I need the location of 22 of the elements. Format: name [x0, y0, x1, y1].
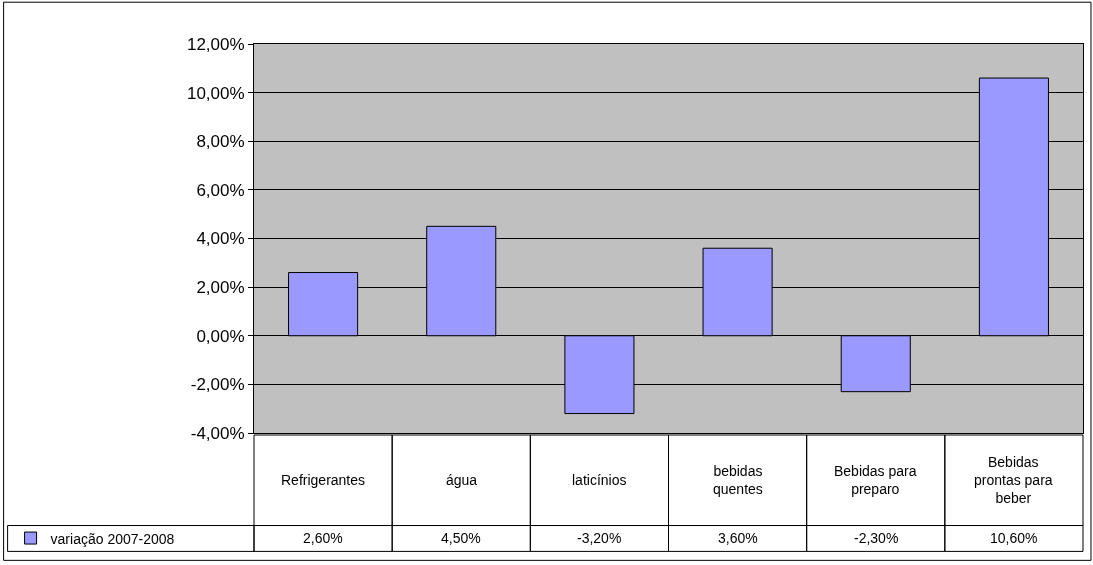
x-tick-label: laticínios — [572, 472, 627, 488]
y-tick-label: -2,00% — [190, 375, 245, 395]
x-tick-label: bebidas quentes — [713, 463, 763, 498]
legend-label: variação 2007-2008 — [50, 530, 175, 547]
y-tick-label: 2,00% — [196, 278, 245, 298]
x-tick-label: Refrigerantes — [281, 472, 366, 488]
x-tick-label: Bebidas para preparo — [834, 463, 917, 498]
data-label: 3,60% — [718, 530, 758, 546]
x-tick-label: Bebidas prontas para beber — [974, 454, 1053, 507]
data-label: 2,60% — [303, 530, 343, 546]
x-tick-label: água — [446, 472, 478, 488]
y-tick-label: 10,00% — [186, 83, 245, 103]
y-tick-label: 12,00% — [186, 34, 245, 54]
y-tick-label: 4,00% — [196, 229, 245, 249]
data-label: 4,50% — [441, 530, 481, 546]
y-tick-label: 8,00% — [196, 132, 245, 152]
y-tick-label: 6,00% — [196, 180, 245, 200]
y-tick-label: -4,00% — [190, 423, 245, 443]
y-tick-label: 0,00% — [196, 326, 245, 346]
data-label: -2,30% — [854, 530, 899, 546]
data-label: -3,20% — [577, 530, 622, 546]
data-label: 10,60% — [990, 530, 1038, 546]
